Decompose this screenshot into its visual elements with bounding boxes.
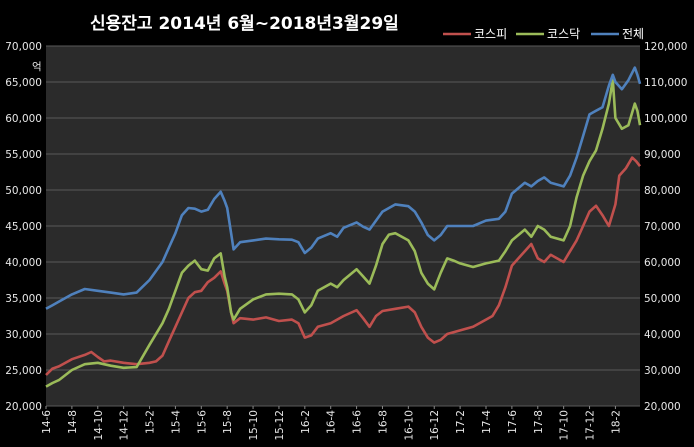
x-tick-label: 17-12 [585,410,597,441]
left-tick-label: 35,000 [5,293,42,305]
x-tick-label: 17-10 [559,410,571,441]
right-tick-label: 100,000 [644,113,687,125]
legend: 코스피 코스닥 전체 [443,27,644,41]
left-tick-label: 65,000 [5,77,42,89]
x-tick-label: 15-2 [145,410,157,434]
x-tick-label: 15-10 [248,410,260,441]
right-axis: 20,000 30,000 40,000 50,000 60,000 70,000 80,0… [644,41,687,413]
right-tick-label: 110,000 [644,77,687,89]
left-tick-label: 45,000 [5,221,42,233]
left-tick-label: 40,000 [5,257,42,269]
right-tick-label: 30,000 [644,365,681,377]
series-line-코스피 [45,156,642,376]
left-tick-label: 55,000 [5,149,42,161]
x-tick-label: 16-2 [300,410,312,434]
grid-lines [46,45,640,407]
right-tick-label: 40,000 [644,329,681,341]
x-tick-label: 18-2 [610,410,622,434]
right-tick-label: 90,000 [644,149,681,161]
right-tick-label: 80,000 [644,185,681,197]
chart-title: 신용잔고 2014년 6월~2018년3월29일 [90,14,399,34]
left-tick-label: 60,000 [5,113,42,125]
left-axis: 20,000 25,000 30,000 35,000 40,000 45,000 50,0… [5,41,42,413]
left-axis-unit: 억 [32,61,42,73]
x-tick-label: 17-6 [507,410,519,434]
x-tick-label: 14-12 [119,410,131,441]
x-tick-label: 16-10 [403,410,415,441]
x-tick-label: 16-6 [352,410,364,434]
right-tick-label: 70,000 [644,221,681,233]
x-tick-label: 16-4 [326,410,338,434]
x-tick-label: 14-10 [93,410,105,441]
left-tick-label: 20,000 [5,401,42,413]
left-tick-label: 50,000 [5,185,42,197]
x-tick-label: 17-2 [455,410,467,434]
x-tick-label: 15-4 [170,410,182,434]
right-tick-label: 60,000 [644,257,681,269]
series-line-코스닥 [45,78,642,388]
x-tick-label: 17-8 [533,410,545,434]
left-tick-label: 25,000 [5,365,42,377]
legend-label: 코스닥 [547,27,580,41]
series-line-전체 [45,66,642,310]
series-layer [45,66,642,388]
right-tick-label: 20,000 [644,401,681,413]
legend-label: 전체 [622,27,644,41]
right-tick-label: 50,000 [644,293,681,305]
legend-label: 코스피 [474,27,507,41]
x-tick-label: 15-8 [222,410,234,434]
right-tick-label: 120,000 [644,41,687,53]
x-tick-label: 14-8 [67,410,79,434]
x-axis: 14-6 14-8 14-10 14-12 15-2 15-4 15-6 15-8 15-10 1… [41,406,622,441]
x-tick-label: 15-12 [274,410,286,441]
x-tick-label: 15-6 [196,410,208,434]
x-tick-label: 16-8 [377,410,389,434]
x-tick-label: 14-6 [41,410,53,434]
x-tick-label: 16-12 [429,410,441,441]
left-tick-label: 30,000 [5,329,42,341]
x-tick-label: 17-4 [481,410,493,434]
left-tick-label: 70,000 [5,41,42,53]
